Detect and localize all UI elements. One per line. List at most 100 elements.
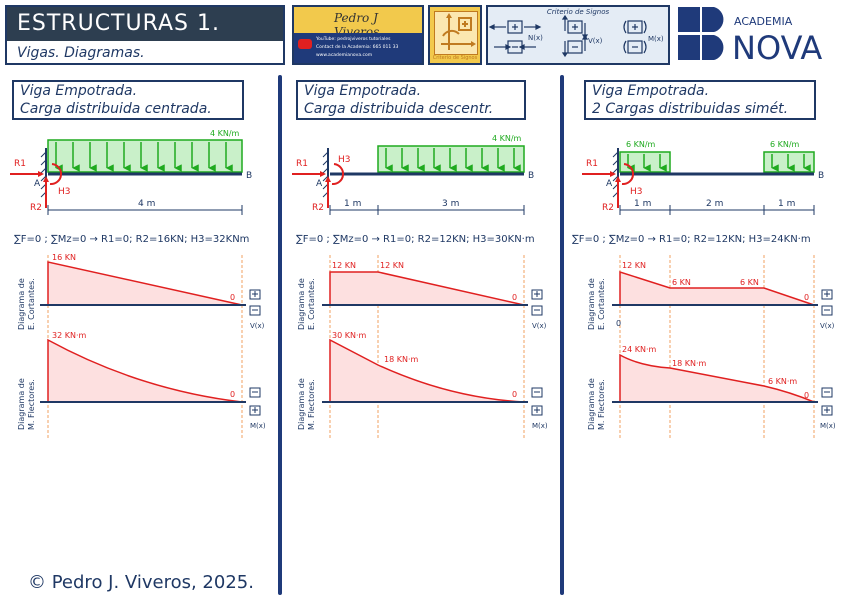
moment-label: 0 [804,391,809,400]
moment-axis-label: Diagrama de [17,378,26,430]
equilibrium-equation: ∑F=0 ; ∑Mz=0 → R1=0; R2=16KN; H3=32KNm [14,234,249,245]
m-label: M(x) [820,422,836,430]
r1-label: R1 [14,159,26,169]
dimension-label: 1 m [778,199,795,209]
academia-nova-logo[interactable]: ACADEMIA NOVA [676,3,844,67]
moment-sign-icon [623,20,647,54]
load-label: 6 KN/m [626,140,656,149]
shear-label: 0 [230,293,235,302]
column-title: Viga Empotrada. [20,83,138,99]
r1-label: R1 [586,159,598,169]
title-block: ESTRUCTURAS 1. Vigas. Diagramas. [5,5,285,65]
moment-axis-label: Diagrama de [587,378,596,430]
h3-label: H3 [58,187,71,197]
promo-band [294,33,422,63]
point-b: B [246,171,252,181]
column-title: Viga Empotrada. [592,83,710,99]
moment-label: 18 KN·m [384,355,418,364]
logo-small-text: ACADEMIA [734,15,793,28]
shear-label: 6 KN [740,278,759,287]
point-a: A [316,179,323,189]
moment-diagram-2: 30 KN·m 18 KN·m 0 [322,331,528,403]
signs-caption: Criterio de Signos [546,8,610,16]
shear-area [329,271,525,306]
shear-label: 6 KN [672,278,691,287]
promo-line: Contact de la Academia: 665 011 33 [316,45,399,50]
shear-axis-label: E. Cortantes. [597,278,606,330]
moment-area [47,338,243,403]
load-arrows [55,142,233,172]
shear-diagram-1: 16 KN 0 [40,253,246,440]
shear-axis-label: Diagrama de [297,278,306,330]
shear-sign-icon [821,289,833,316]
shear-axis-label: Diagrama de [587,278,596,330]
point-b: B [528,171,534,181]
v-label: V(x) [820,322,835,330]
equilibrium-equation: ∑F=0 ; ∑Mz=0 → R1=0; R2=12KN; H3=24KN·m [572,234,811,245]
dimension-label: 4 m [138,199,155,209]
column-title: Viga Empotrada. [304,83,422,99]
shear-axis-label: E. Cortantes. [27,278,36,330]
moment-axis-label: M. Flectores. [597,379,606,430]
page-title: ESTRUCTURAS 1. [7,7,283,41]
promo-line: www.academianova.com [316,53,373,58]
moment-diagram-3: 24 KN·m 18 KN·m 6 KN·m 0 [612,345,818,403]
axes-icon [434,11,478,55]
column-subtitle: Carga distribuida descentr. [304,101,494,117]
logo-big-text: NOVA [732,29,822,65]
shear-axis-label: Diagrama de [17,278,26,330]
h3-label: H3 [630,187,643,197]
column-separator [560,75,564,595]
v-label: V(x) [532,322,547,330]
moment-label: 0 [512,390,517,399]
moment-h3-arrow [49,163,62,186]
shear-label: 12 KN [380,261,404,270]
moment-label: 6 KN·m [768,377,797,386]
point-a: A [606,179,613,189]
load-label: 4 KN/m [492,134,522,143]
m-label: M(x) [648,35,664,43]
dimension-label: 3 m [442,199,459,209]
shear-label: 0 [616,319,621,328]
moment-sign-icon [249,387,261,416]
shear-label: 0 [512,293,517,302]
moment-label: 0 [230,390,235,399]
promo-line: YouTube: pedrojviveros tutoriales [316,37,391,42]
v-label: V(x) [250,322,265,330]
shear-label: 0 [804,293,809,302]
m-label: M(x) [250,422,266,430]
moment-label: 24 KN·m [622,345,656,354]
shear-label: 12 KN [622,261,646,270]
shear-label: 12 KN [332,261,356,270]
moment-label: 32 KN·m [52,331,86,340]
load-arrows [627,154,811,172]
moment-axis-label: M. Flectores. [27,379,36,430]
v-label: V(x) [588,37,603,45]
copyright-footer: © Pedro J. Viveros, 2025. [28,572,254,593]
r2-label: R2 [602,203,614,213]
beam-diagram-3: 6 KN/m 6 KN/m R1 R2 H3 A B 1 m 2 m 1 m [582,140,824,215]
m-label: M(x) [532,422,548,430]
page-subtitle: Vigas. Diagramas. [17,45,145,61]
beam-diagram-1: 4 KN/m R1 R2 H3 A B 4 m [10,129,252,215]
r2-label: R2 [312,203,324,213]
sign-criteria-thumbnail[interactable]: Criterio de Signos [428,5,482,65]
dimension-label: 2 m [706,199,723,209]
moment-area [329,338,525,403]
load-label: 4 KN/m [210,129,240,138]
moment-axis-label: Diagrama de [297,378,306,430]
load-arrows [385,148,521,172]
column-title-box: Viga Empotrada. Carga distribuida descen… [296,80,526,120]
shear-label: 16 KN [52,253,76,262]
r1-label: R1 [296,159,308,169]
point-a: A [34,179,41,189]
normal-sign-icon [488,20,542,54]
moment-h3-arrow [621,163,634,186]
shear-sign-icon [249,289,261,316]
column-separator [278,75,282,595]
moment-area [619,353,815,403]
promo-banner[interactable]: Pedro J Viveros YouTube: pedrojviveros t… [292,5,424,65]
shear-diagram-2: 12 KN 12 KN 0 [322,255,528,440]
point-b: B [818,171,824,181]
